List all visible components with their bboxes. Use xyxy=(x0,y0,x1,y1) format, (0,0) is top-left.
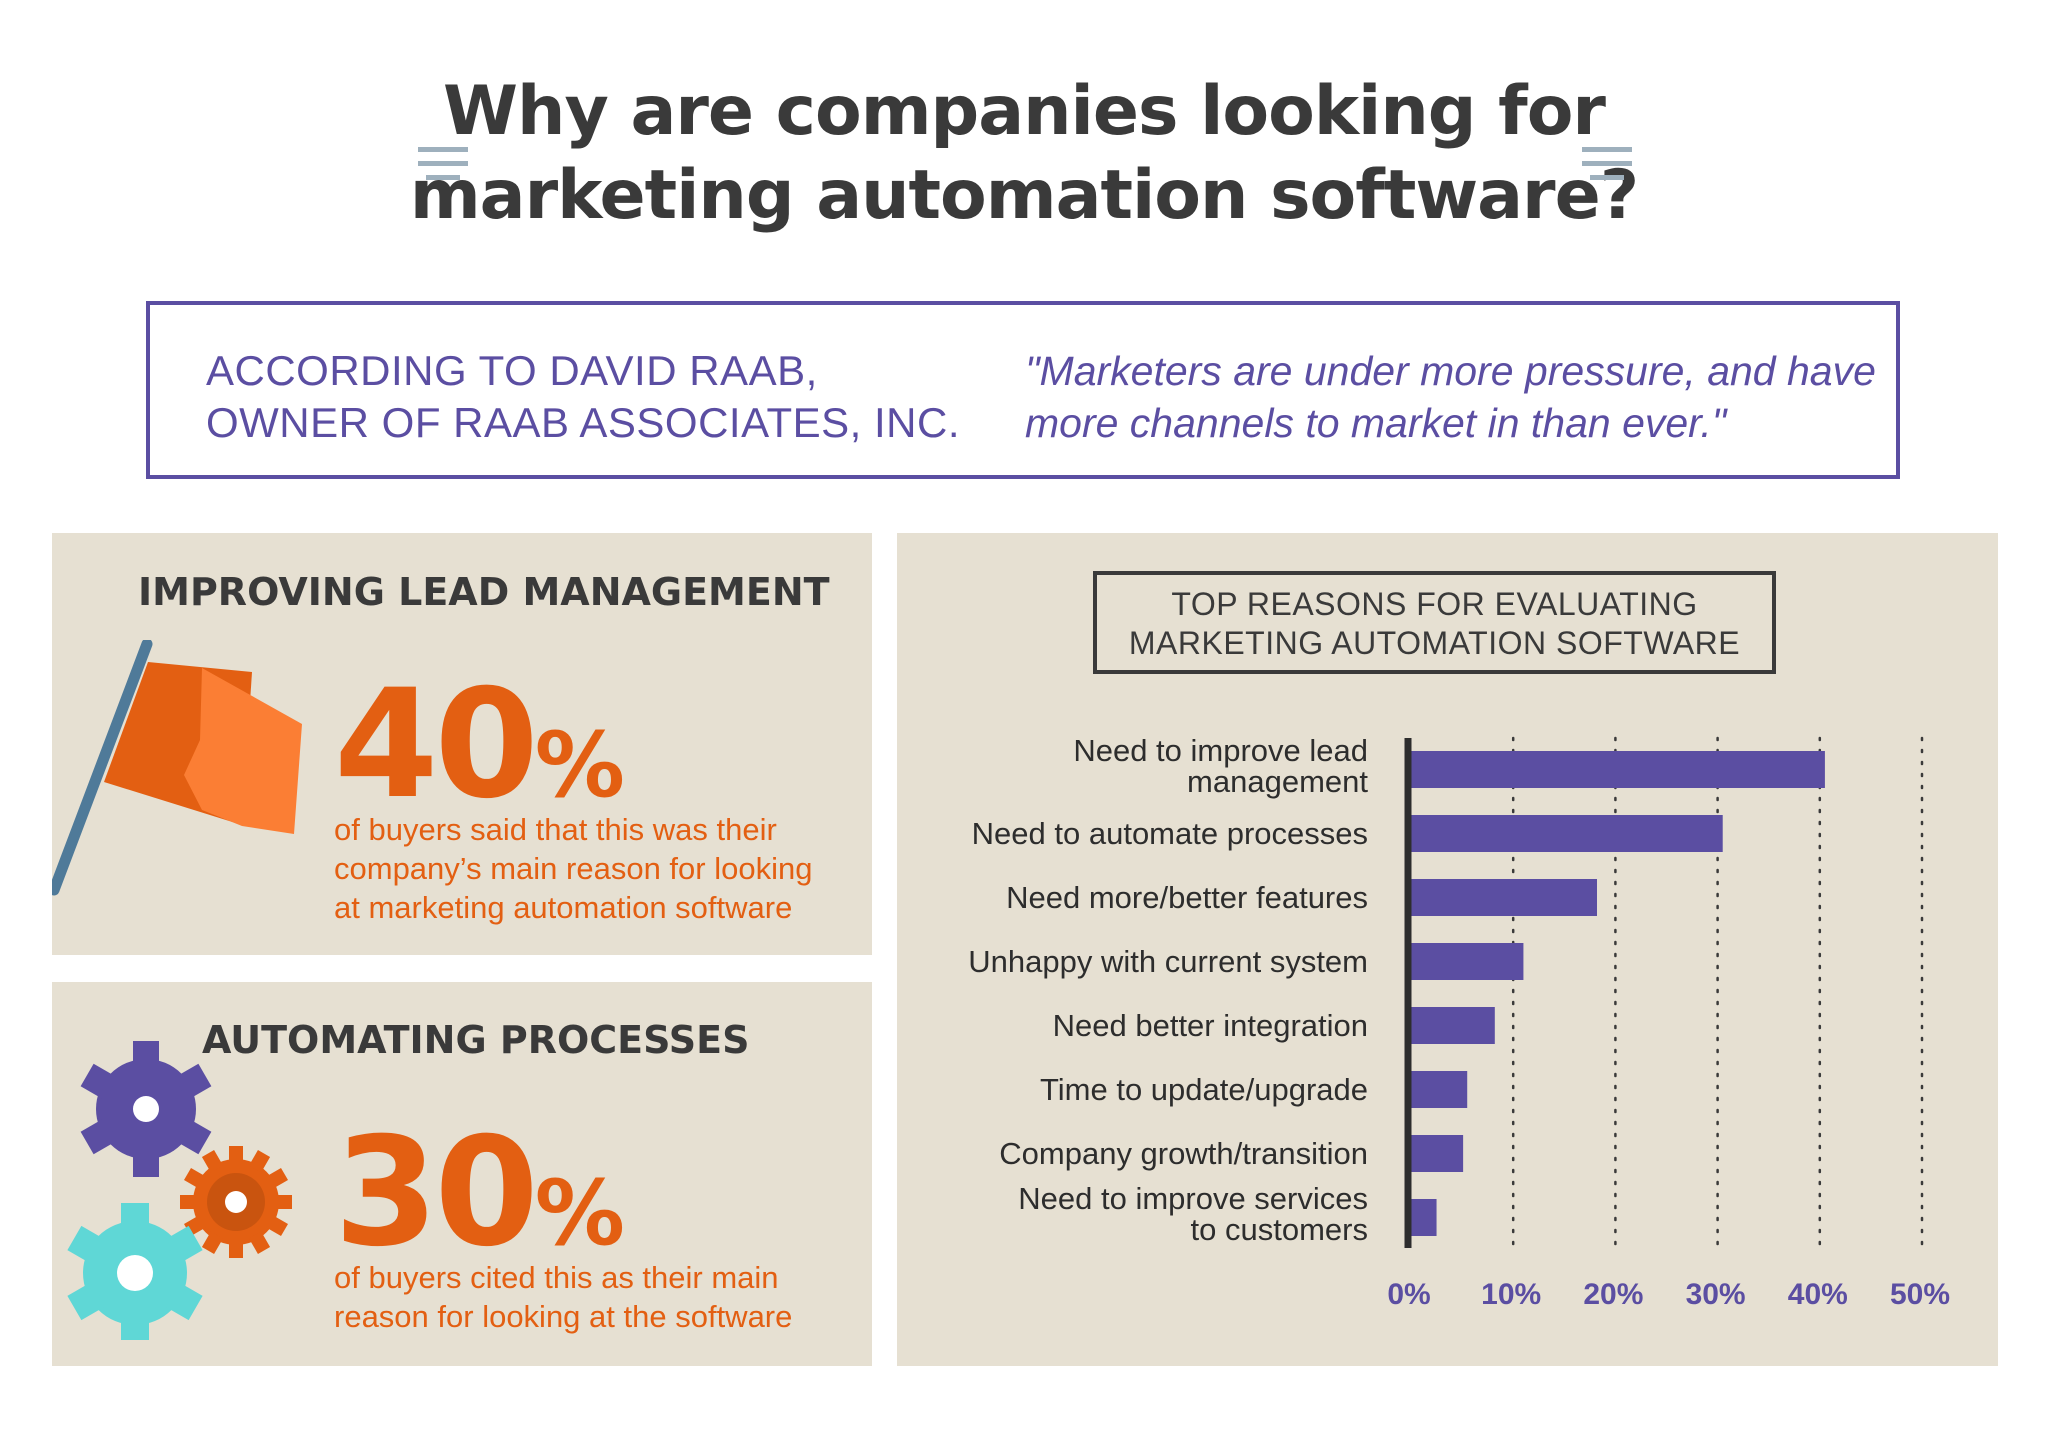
lead-management-heading: IMPROVING LEAD MANAGEMENT xyxy=(138,570,830,614)
category-label-line: Need to automate processes xyxy=(971,816,1368,851)
title-line-2: marketing automation software? xyxy=(409,156,1639,235)
category-label: Need to improve lead management xyxy=(908,735,1368,797)
automation-percentage: 30% xyxy=(334,1118,625,1268)
bar xyxy=(1411,815,1723,852)
category-label-line: management xyxy=(1187,763,1368,799)
lead-caption: of buyers said that this was their compa… xyxy=(334,810,812,927)
category-label-line: Time to update/upgrade xyxy=(1039,1072,1368,1107)
lead-percentage: 40% xyxy=(334,670,625,820)
gear-icon-orange xyxy=(180,1146,292,1258)
automation-caption-line-2: reason for looking at the software xyxy=(334,1299,793,1334)
category-label: Need to automate processes xyxy=(908,818,1368,849)
bar xyxy=(1411,751,1825,788)
attribution-line-1: ACCORDING TO DAVID RAAB, xyxy=(206,347,818,394)
bar xyxy=(1411,943,1524,980)
x-tick-label: 20% xyxy=(1583,1278,1644,1311)
gear-icon-teal xyxy=(67,1203,203,1340)
category-label: Company growth/transition xyxy=(908,1138,1368,1169)
quote-box xyxy=(146,301,1900,479)
chart-title-box xyxy=(1093,571,1776,674)
x-tick-label: 0% xyxy=(1387,1278,1431,1311)
category-label: Need to improve services to customers xyxy=(908,1183,1368,1245)
category-label: Need better integration xyxy=(908,1010,1368,1041)
category-label-line: Company growth/transition xyxy=(999,1136,1368,1171)
bar xyxy=(1411,879,1598,916)
quote-attribution: ACCORDING TO DAVID RAAB, OWNER OF RAAB A… xyxy=(206,345,1006,449)
gear-icon-purple xyxy=(80,1041,212,1177)
category-label: Need more/better features xyxy=(908,882,1368,913)
automation-heading: AUTOMATING PROCESSES xyxy=(202,1018,750,1062)
flag-icon xyxy=(52,640,302,896)
x-tick-label: 40% xyxy=(1787,1278,1848,1311)
quote-line-1: "Marketers are under more pressure, and … xyxy=(1025,348,1876,394)
quote-text: "Marketers are under more pressure, and … xyxy=(1025,345,1885,449)
automation-percentage-symbol: % xyxy=(534,1161,625,1266)
page-title: Why are companies looking for marketing … xyxy=(0,70,2048,238)
x-tick-label: 50% xyxy=(1889,1278,1951,1311)
category-label-line: Need better integration xyxy=(1052,1008,1368,1043)
category-label: Time to update/upgrade xyxy=(908,1074,1368,1105)
lead-percentage-value: 40 xyxy=(334,658,539,832)
automation-percentage-value: 30 xyxy=(334,1106,539,1280)
title-line-1: Why are companies looking for xyxy=(443,72,1606,151)
category-label-line: to customers xyxy=(1190,1211,1368,1247)
automation-caption: of buyers cited this as their main reaso… xyxy=(334,1258,792,1336)
chart-title: TOP REASONS FOR EVALUATING MARKETING AUT… xyxy=(1093,585,1776,663)
three-lines-icon xyxy=(416,147,470,189)
category-label-line: Unhappy with current system xyxy=(968,944,1368,979)
bar xyxy=(1411,1199,1437,1236)
category-label-line: Need to improve services xyxy=(1018,1180,1368,1216)
bar xyxy=(1411,1071,1468,1108)
quote-line-2: more channels to market in than ever." xyxy=(1025,400,1727,446)
lead-caption-line-3: at marketing automation software xyxy=(334,890,793,925)
lead-caption-line-1: of buyers said that this was their xyxy=(334,812,777,847)
lead-percentage-symbol: % xyxy=(534,713,625,818)
attribution-line-2: OWNER OF RAAB ASSOCIATES, INC. xyxy=(206,399,960,446)
chart-title-line-1: TOP REASONS FOR EVALUATING xyxy=(1171,586,1698,622)
category-label-line: Need to improve lead xyxy=(1073,732,1368,768)
bar xyxy=(1411,1135,1464,1172)
x-tick-label: 10% xyxy=(1481,1278,1542,1311)
chart-title-line-2: MARKETING AUTOMATION SOFTWARE xyxy=(1128,625,1741,661)
bar xyxy=(1411,1007,1495,1044)
gears-illustration xyxy=(67,1041,292,1340)
category-label-line: Need more/better features xyxy=(1006,880,1368,915)
x-tick-label: 30% xyxy=(1685,1278,1746,1311)
lead-caption-line-2: company’s main reason for looking xyxy=(334,851,813,886)
three-lines-icon xyxy=(1580,147,1634,189)
automation-caption-line-1: of buyers cited this as their main xyxy=(334,1260,779,1295)
category-label: Unhappy with current system xyxy=(908,946,1368,977)
